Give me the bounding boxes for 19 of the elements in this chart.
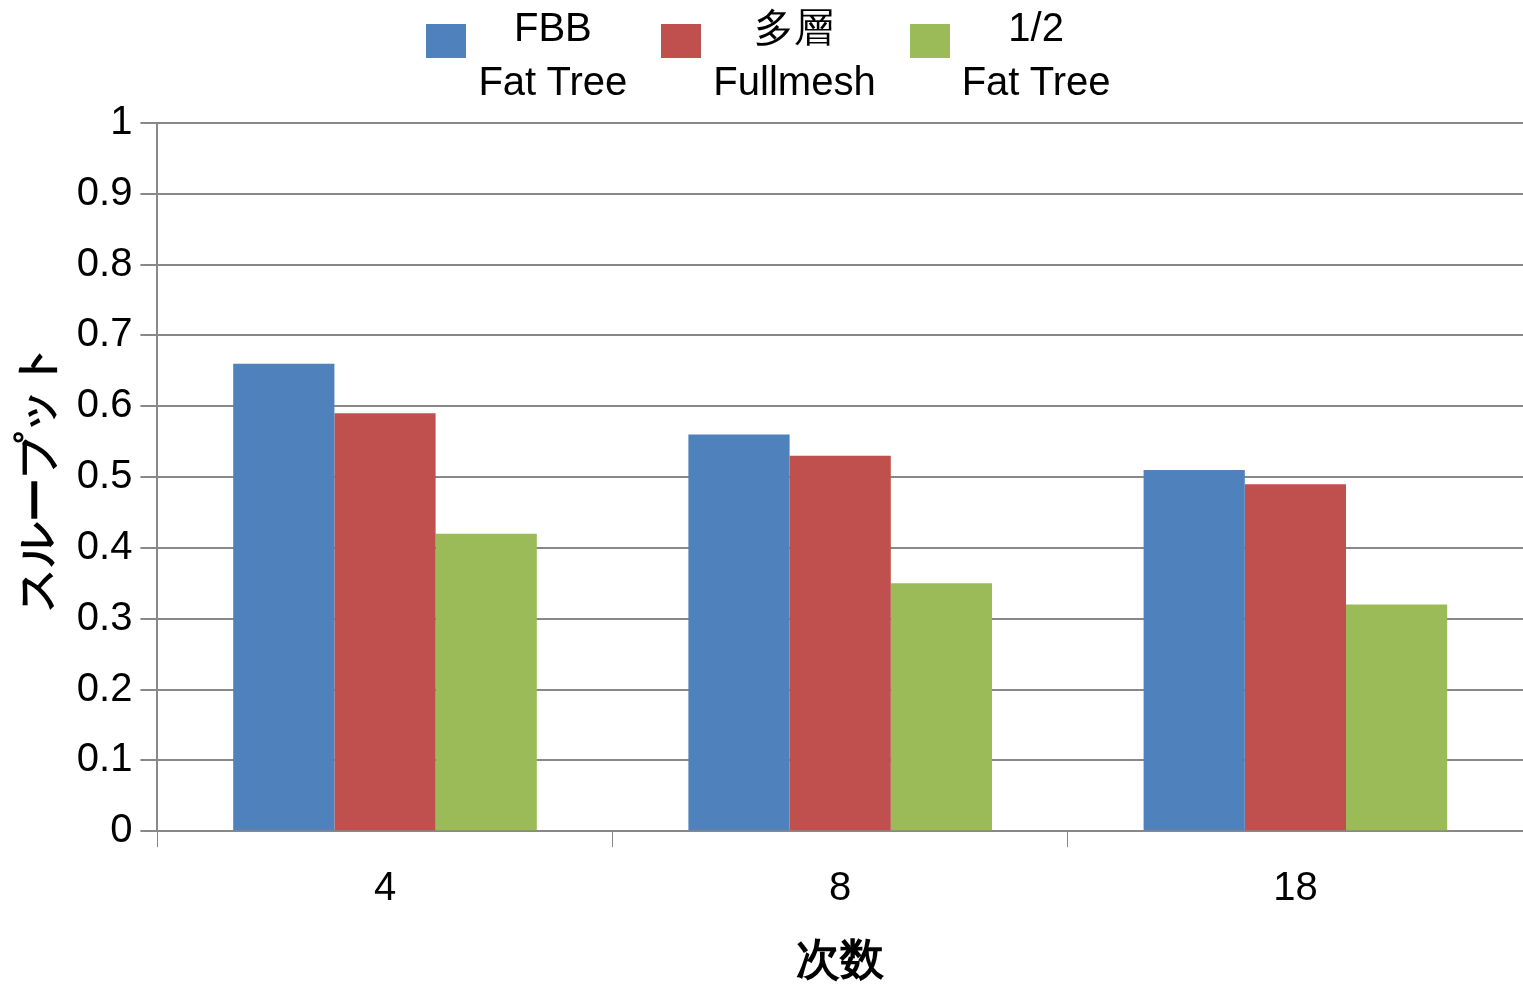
legend-label: 多層 Fullmesh [712, 4, 877, 105]
y-tick-label: 0.7 [76, 310, 133, 355]
y-tick-label: 0.1 [76, 735, 133, 780]
x-tick-label: 18 [1273, 864, 1318, 909]
y-axis-title: スループット [10, 342, 60, 612]
y-tick-label: 1 [110, 98, 133, 143]
y-tick-label: 0.9 [76, 168, 133, 213]
legend-label: FBB Fat Tree [477, 4, 629, 105]
legend-label: 1/2 Fat Tree [960, 4, 1112, 105]
x-axis-title: 次数 [796, 933, 886, 983]
y-tick-label: 0.6 [76, 381, 133, 426]
y-tick-label: 0.4 [76, 522, 133, 567]
y-tick-label: 0.3 [76, 593, 133, 638]
y-tick-label: 0 [110, 806, 133, 851]
x-tick-label: 4 [373, 864, 397, 909]
y-tick-label: 0.8 [76, 239, 133, 284]
x-tick-label: 8 [829, 864, 852, 909]
y-tick-label: 0.5 [76, 452, 133, 497]
y-tick-label: 0.2 [76, 664, 133, 709]
